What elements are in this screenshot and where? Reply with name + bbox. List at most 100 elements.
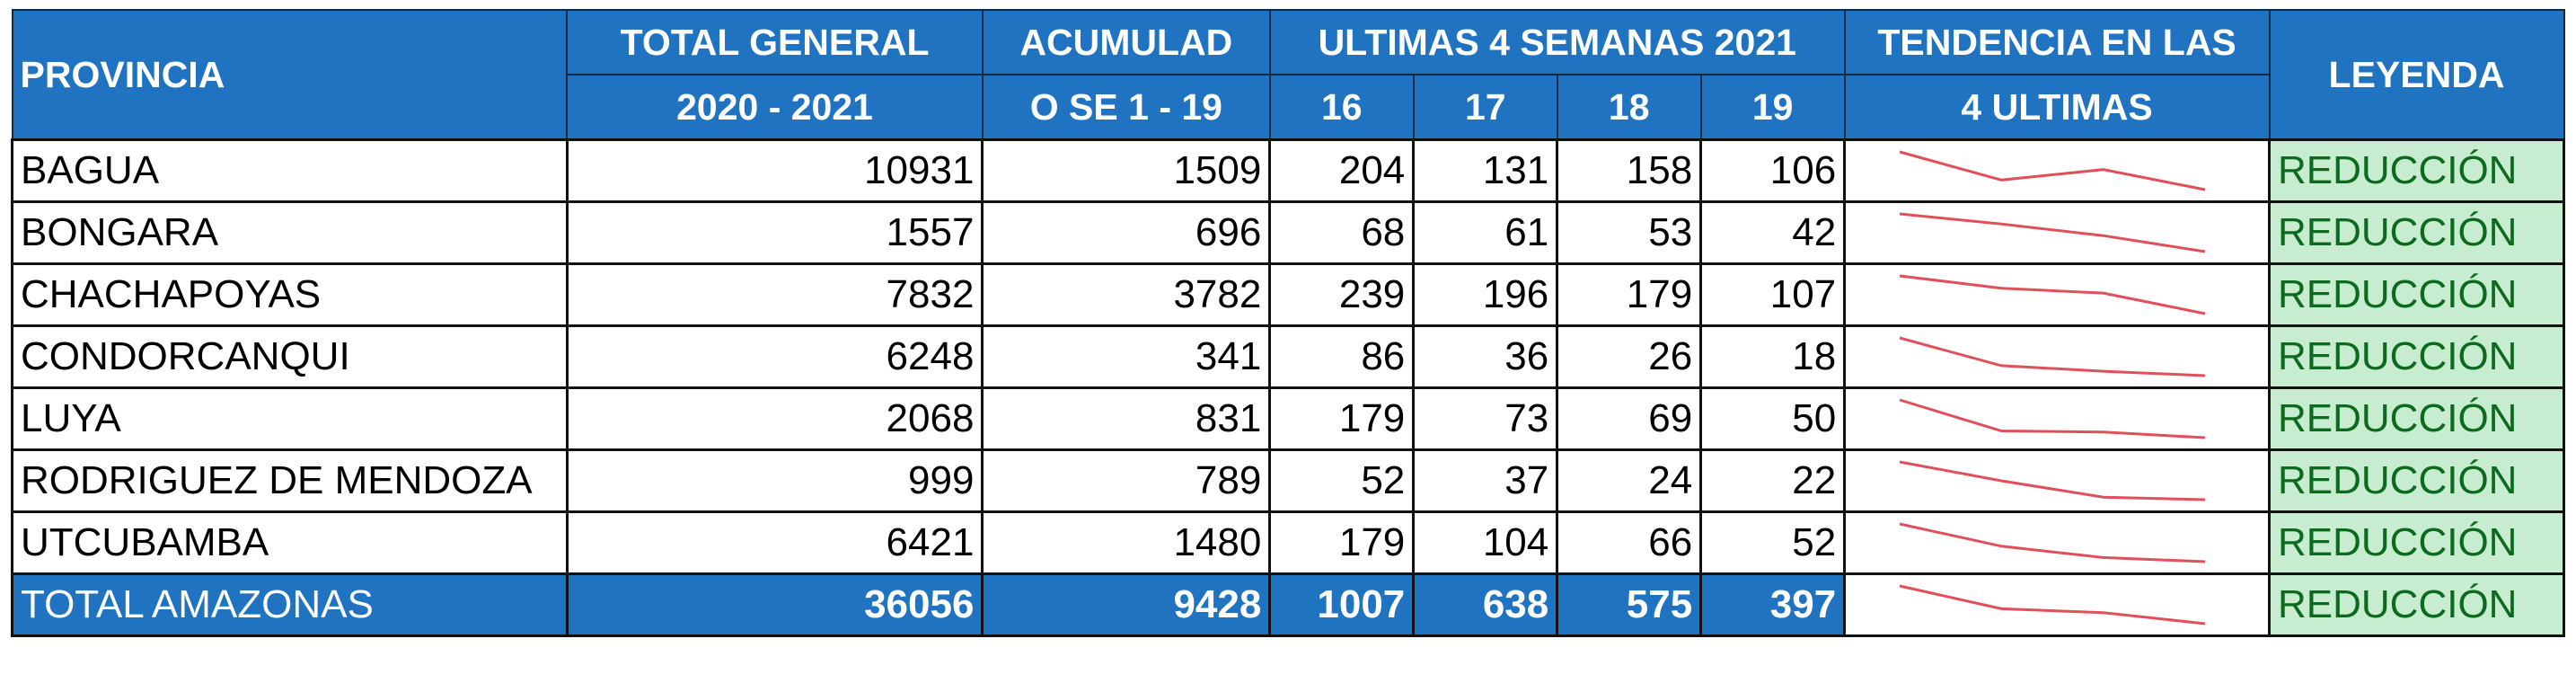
table-row: RODRIGUEZ DE MENDOZA 999 789 52 37 24 22 REDUCC…: [11, 448, 2565, 513]
total-general-cell: 2068: [565, 386, 984, 451]
acumulado-cell: 341: [981, 324, 1272, 389]
sparkline-chart: [1899, 584, 2206, 625]
trend-cell: [1843, 448, 2271, 513]
table-body: BAGUA 10931 1509 204 131 158 106 REDUCCIÓN BONGA…: [11, 138, 2565, 637]
sparkline-chart: [1899, 336, 2206, 377]
sparkline-chart: [1899, 398, 2206, 439]
provincia-table-sheet: PROVINCIA TOTAL GENERAL ACUMULAD ULTIMAS…: [11, 9, 2565, 662]
sparkline-line: [1900, 274, 2206, 315]
week-19-cell: 52: [1699, 510, 1847, 575]
week-18-cell: 179: [1556, 262, 1703, 327]
trend-cell: [1843, 386, 2271, 451]
sparkline-line: [1899, 522, 2206, 563]
provincia-cell: UTCUBAMBA: [11, 510, 569, 575]
week-19-cell: 107: [1699, 262, 1847, 327]
trend-cell: [1843, 572, 2271, 637]
week-18-cell: 158: [1556, 138, 1703, 203]
trend-cell: [1843, 324, 2271, 389]
header-acum-line2: O SE 1 - 19: [981, 74, 1271, 141]
provincia-table: PROVINCIA TOTAL GENERAL ACUMULAD ULTIMAS…: [11, 9, 2565, 637]
total-general-cell: 1557: [565, 200, 984, 265]
total-general-cell: 999: [565, 448, 984, 513]
legend-status-cell: REDUCCIÓN: [2268, 448, 2565, 513]
provincia-cell: CHACHAPOYAS: [11, 262, 569, 327]
week-17-cell: 131: [1412, 138, 1559, 203]
week-17-cell: 36: [1412, 324, 1559, 389]
week-17-cell: 73: [1412, 386, 1559, 451]
week-18-cell: 69: [1556, 386, 1703, 451]
week-17-cell: 104: [1412, 510, 1559, 575]
sparkline-line: [1899, 150, 2206, 191]
header-weeks-group: ULTIMAS 4 SEMANAS 2021: [1268, 9, 1846, 75]
provincia-cell: CONDORCANQUI: [11, 324, 569, 389]
legend-status-cell: REDUCCIÓN: [2268, 200, 2565, 265]
sparkline-chart: [1900, 212, 2206, 253]
week-17-cell: 61: [1412, 200, 1559, 265]
table-row: CHACHAPOYAS 7832 3782 239 196 179 107 REDUCCIÓN: [11, 262, 2565, 327]
acumulado-cell: 831: [981, 386, 1272, 451]
provincia-cell: RODRIGUEZ DE MENDOZA: [11, 448, 569, 513]
header-trend-line2: 4 ULTIMAS: [1843, 74, 2271, 141]
week-19-cell: 22: [1699, 448, 1847, 513]
legend-status-cell: REDUCCIÓN: [2268, 138, 2565, 203]
table-row: UTCUBAMBA 6421 1480 179 104 66 52 REDUCCIÓN: [11, 510, 2565, 575]
provincia-cell: BONGARA: [11, 200, 569, 265]
sparkline-line: [1899, 460, 2206, 501]
sparkline-chart: [1899, 460, 2206, 501]
table-row: BONGARA 1557 696 68 61 53 42 REDUCCIÓN: [11, 200, 2565, 265]
acumulado-cell: 1509: [981, 138, 1272, 203]
acumulado-cell: 789: [981, 448, 1272, 513]
week-19-cell: 42: [1699, 200, 1847, 265]
week-16-cell: 68: [1268, 200, 1416, 265]
header-total-line1: TOTAL GENERAL: [566, 9, 984, 75]
week-19-cell: 18: [1699, 324, 1847, 389]
header-week-16: 16: [1268, 74, 1415, 141]
week-18-cell: 24: [1556, 448, 1703, 513]
sparkline-line: [1900, 212, 2206, 253]
header-acum-line1: ACUMULAD: [981, 9, 1271, 75]
total-general-cell: 6248: [565, 324, 984, 389]
week-19-cell: 397: [1699, 572, 1847, 637]
week-17-cell: 37: [1412, 448, 1559, 513]
header-week-18: 18: [1556, 74, 1702, 141]
total-general-cell: 10931: [565, 138, 984, 203]
week-16-cell: 179: [1268, 510, 1416, 575]
week-16-cell: 52: [1268, 448, 1416, 513]
legend-status-cell: REDUCCIÓN: [2268, 386, 2565, 451]
legend-status-cell: REDUCCIÓN: [2268, 510, 2565, 575]
acumulado-cell: 696: [981, 200, 1272, 265]
header-provincia: PROVINCIA: [11, 9, 569, 141]
week-17-cell: 196: [1412, 262, 1559, 327]
week-16-cell: 86: [1268, 324, 1416, 389]
week-18-cell: 66: [1556, 510, 1703, 575]
table-row: LUYA 2068 831 179 73 69 50 REDUCCIÓN: [11, 386, 2565, 451]
acumulado-cell: 9428: [981, 572, 1272, 637]
acumulado-cell: 1480: [981, 510, 1272, 575]
week-17-cell: 638: [1412, 572, 1559, 637]
header-trend-line1: TENDENCIA EN LAS: [1843, 9, 2271, 75]
sparkline-chart: [1899, 150, 2206, 191]
sparkline-line: [1899, 584, 2206, 625]
week-16-cell: 1007: [1268, 572, 1416, 637]
header-week-19: 19: [1699, 74, 1846, 141]
week-16-cell: 179: [1268, 386, 1416, 451]
week-19-cell: 106: [1699, 138, 1847, 203]
trend-cell: [1843, 200, 2271, 265]
week-18-cell: 575: [1556, 572, 1703, 637]
week-18-cell: 26: [1556, 324, 1703, 389]
week-16-cell: 204: [1268, 138, 1416, 203]
week-16-cell: 239: [1268, 262, 1416, 327]
week-19-cell: 50: [1699, 386, 1847, 451]
trend-cell: [1843, 262, 2271, 327]
total-row: TOTAL AMAZONAS 36056 9428 1007 638 575 397 REDU…: [11, 572, 2565, 637]
legend-status-cell: REDUCCIÓN: [2268, 324, 2565, 389]
sparkline-line: [1899, 336, 2206, 377]
table-row: CONDORCANQUI 6248 341 86 36 26 18 REDUCCIÓN: [11, 324, 2565, 389]
header-leyenda: LEYENDA: [2268, 9, 2565, 141]
sparkline-chart: [1899, 522, 2206, 563]
sparkline-chart: [1900, 274, 2206, 315]
total-general-cell: 6421: [565, 510, 984, 575]
provincia-cell: TOTAL AMAZONAS: [11, 572, 569, 637]
header-total-line2: 2020 - 2021: [566, 74, 984, 141]
trend-cell: [1843, 510, 2271, 575]
